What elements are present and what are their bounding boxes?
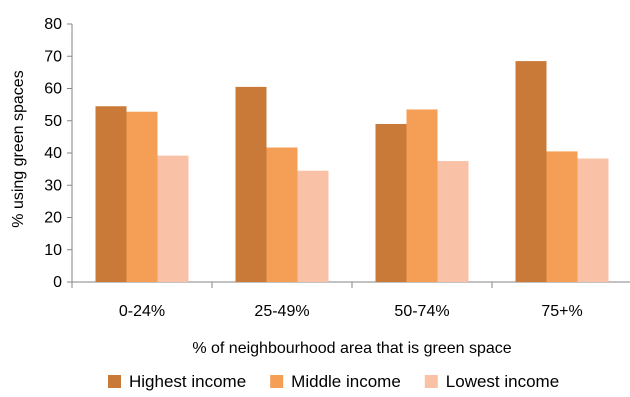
- bar-middle-income-1: [126, 111, 158, 282]
- x-tick-label: 0-24%: [119, 303, 165, 320]
- bar-lowest-income-2: [297, 170, 329, 282]
- y-tick-label: 70: [44, 48, 62, 65]
- x-tick-label: 50-74%: [394, 303, 449, 320]
- x-axis-title: % of neighbourhood area that is green sp…: [192, 340, 511, 357]
- y-tick-label: 20: [44, 210, 62, 227]
- x-tick-label: 75+%: [541, 303, 582, 320]
- bar-highest-income-1: [95, 106, 127, 282]
- bar-highest-income-3: [375, 123, 407, 282]
- bar-lowest-income-1: [157, 155, 189, 282]
- y-tick-label: 60: [44, 81, 62, 98]
- legend-swatch-middle-income: [270, 375, 284, 388]
- y-tick-label: 40: [44, 145, 62, 162]
- legend-label-highest-income: Highest income: [129, 372, 246, 391]
- y-tick-label: 80: [44, 16, 62, 33]
- legend-swatch-lowest-income: [424, 375, 438, 388]
- bar-highest-income-2: [235, 86, 267, 282]
- y-tick-label: 30: [44, 177, 62, 194]
- bar-middle-income-4: [546, 151, 578, 282]
- legend: Highest income Middle income Lowest income: [108, 372, 559, 391]
- legend-label-middle-income: Middle income: [291, 372, 401, 391]
- bar-lowest-income-3: [437, 161, 469, 282]
- y-axis-title: % using green spaces: [10, 70, 27, 227]
- bar-lowest-income-4: [577, 158, 609, 282]
- bar-highest-income-4: [515, 61, 547, 283]
- bar-middle-income-3: [406, 109, 438, 283]
- bar-middle-income-2: [266, 147, 298, 282]
- plot-area: 0 10 20 30 40 50 60 70 80 0-24% 25-49% 50-74% 75+%: [44, 16, 630, 320]
- x-tick-label: 25-49%: [254, 303, 309, 320]
- legend-swatch-highest-income: [108, 375, 121, 388]
- y-tick-label: 50: [44, 113, 62, 130]
- y-tick-label: 10: [44, 242, 62, 259]
- legend-label-lowest-income: Lowest income: [446, 372, 559, 391]
- y-tick-label: 0: [53, 274, 62, 291]
